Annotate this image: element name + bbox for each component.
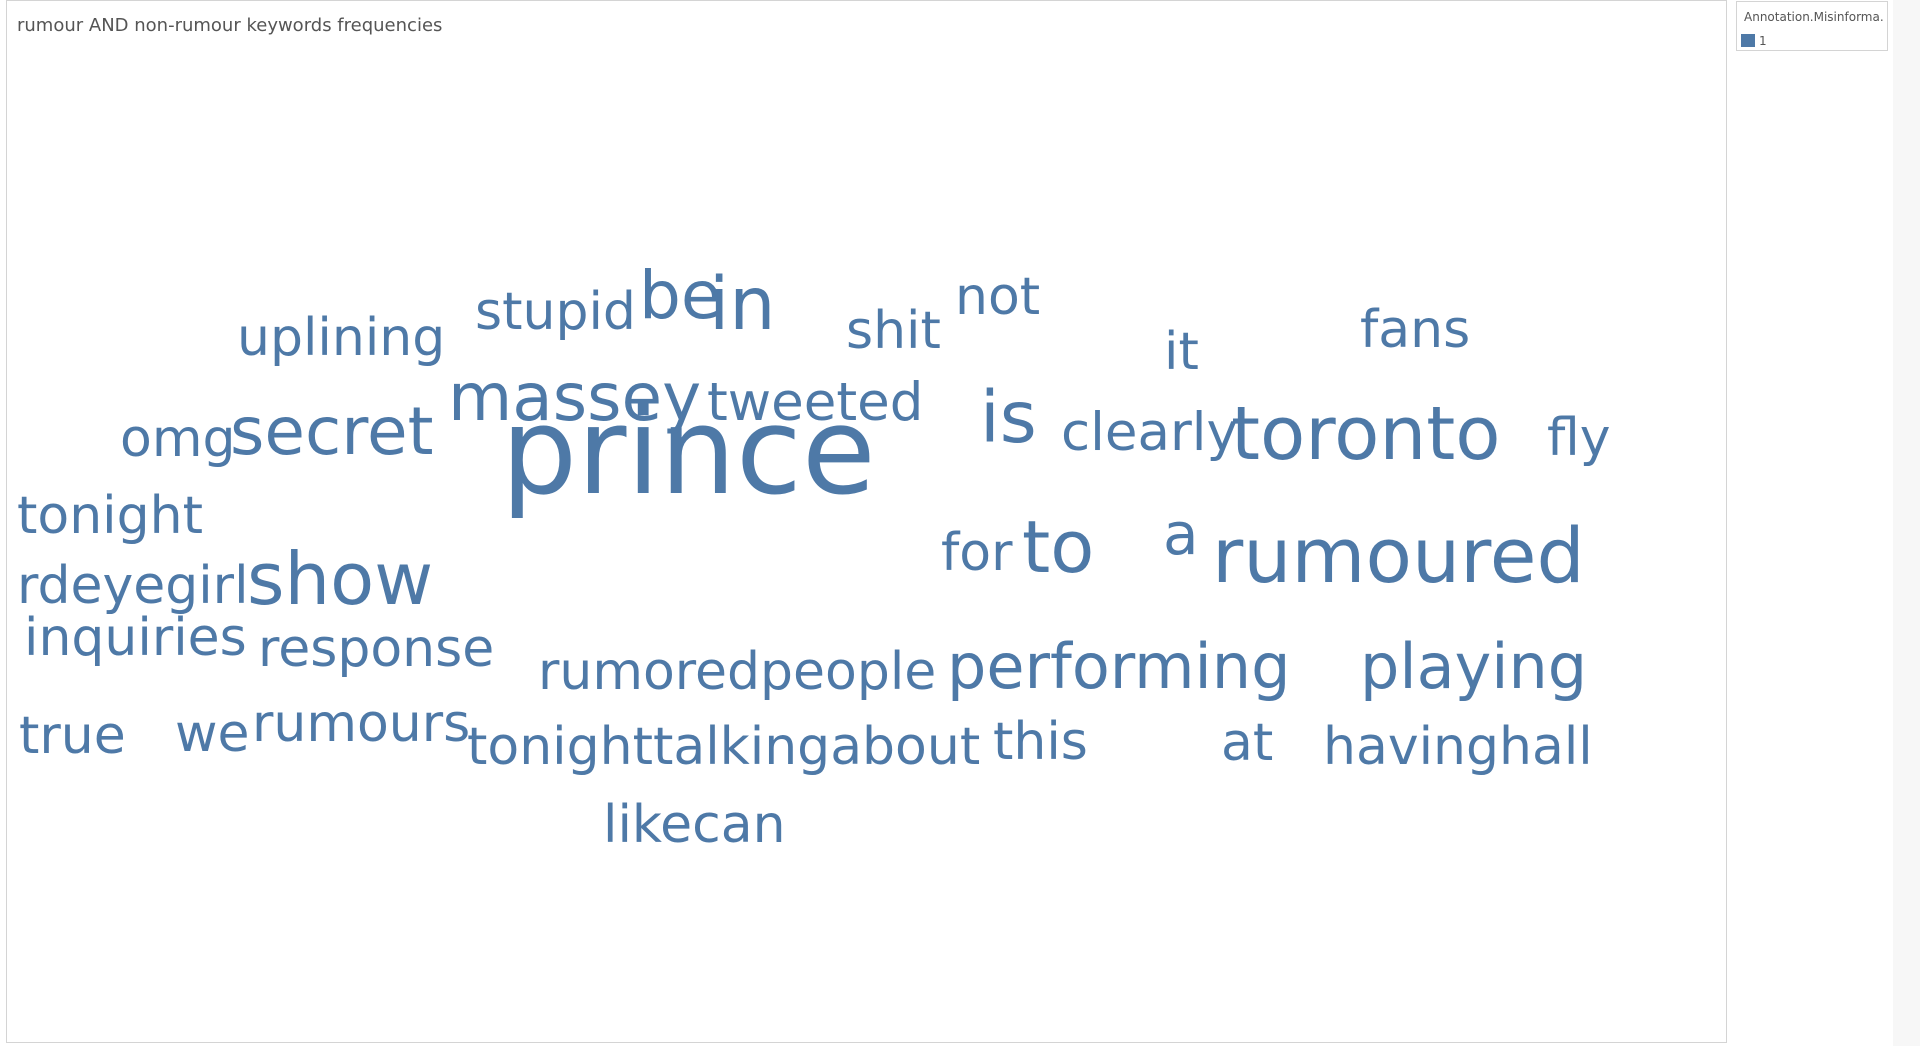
word-at[interactable]: at [1221, 713, 1274, 774]
word-true[interactable]: true [19, 706, 126, 767]
word-rdeyegirl[interactable]: rdeyegirl [17, 556, 249, 617]
word-tweeted[interactable]: tweeted [707, 371, 924, 433]
word-rumored[interactable]: rumored [538, 642, 761, 703]
word-massey[interactable]: massey [448, 358, 702, 436]
legend: Annotation.Misinforma... 1 [1736, 1, 1888, 51]
word-performing[interactable]: performing [947, 629, 1291, 703]
word-be[interactable]: be [639, 256, 722, 334]
word-omg[interactable]: omg [120, 409, 236, 470]
word-show[interactable]: show [247, 537, 434, 622]
word-fans[interactable]: fans [1360, 300, 1471, 361]
word-prince[interactable]: prince [501, 382, 876, 522]
word-in[interactable]: in [709, 261, 776, 347]
word-playing[interactable]: playing [1360, 629, 1588, 703]
legend-item-label[interactable]: 1 [1759, 34, 1767, 48]
word-it[interactable]: it [1164, 322, 1199, 383]
word-is[interactable]: is [980, 376, 1037, 460]
word-to[interactable]: to [1022, 505, 1095, 590]
word-we[interactable]: we [175, 704, 250, 765]
chart-title: rumour AND non-rumour keywords frequenci… [17, 15, 443, 36]
word-rumours[interactable]: rumours [252, 694, 471, 755]
word-likecan[interactable]: likecan [603, 795, 786, 856]
word-clearly[interactable]: clearly [1061, 401, 1238, 463]
word-stupid[interactable]: stupid [475, 282, 636, 343]
word-uplining[interactable]: uplining [237, 308, 446, 369]
legend-swatch[interactable] [1741, 34, 1755, 47]
word-toronto[interactable]: toronto [1231, 390, 1501, 477]
word-secret[interactable]: secret [230, 392, 434, 470]
word-cloud-panel: rumour AND non-rumour keywords frequenci… [6, 0, 1727, 1043]
word-a[interactable]: a [1163, 499, 1199, 568]
word-not[interactable]: not [955, 267, 1041, 328]
scroll-gutter [1893, 0, 1920, 1046]
word-rumoured[interactable]: rumoured [1212, 511, 1585, 601]
word-havinghall[interactable]: havinghall [1323, 717, 1593, 778]
word-tonighttalkingabout[interactable]: tonighttalkingabout [467, 717, 981, 778]
word-shit[interactable]: shit [846, 301, 941, 362]
word-people[interactable]: people [760, 642, 937, 703]
word-fly[interactable]: fly [1547, 408, 1611, 469]
word-for[interactable]: for [941, 523, 1013, 584]
legend-title: Annotation.Misinforma... [1744, 10, 1884, 24]
word-this[interactable]: this [993, 712, 1088, 773]
word-cloud: prince rumoured toronto in show to is secret mas… [7, 1, 1728, 1044]
word-response[interactable]: response [258, 619, 495, 680]
word-inquiries[interactable]: inquiries [24, 608, 247, 669]
word-tonight[interactable]: tonight [17, 486, 203, 547]
